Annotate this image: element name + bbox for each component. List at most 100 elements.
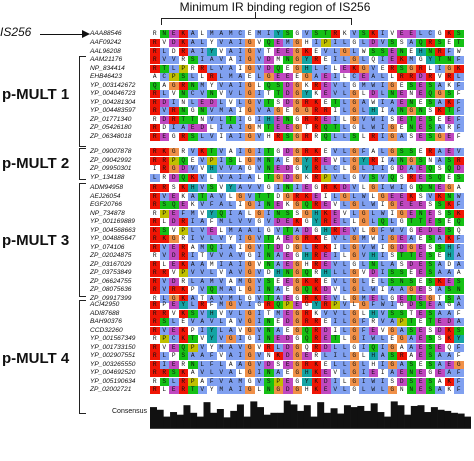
residue: E	[314, 47, 319, 55]
residue: S	[425, 335, 435, 343]
consensus-bar	[150, 407, 157, 428]
residue: E	[283, 277, 293, 286]
residue: A	[235, 184, 245, 192]
residue: V	[257, 39, 262, 46]
residue: L	[188, 226, 198, 235]
residue: P	[178, 64, 188, 73]
residue: L	[207, 269, 217, 277]
residue: R	[302, 148, 312, 156]
residue: N	[409, 90, 414, 97]
residue: V	[330, 235, 340, 243]
residue: R	[435, 47, 445, 56]
residue: L	[254, 226, 264, 235]
residue: A	[235, 226, 245, 235]
residue: M	[226, 294, 236, 303]
residue: A	[292, 226, 302, 235]
residue: G	[245, 269, 255, 277]
residue: G	[295, 30, 300, 37]
residue: T	[264, 192, 274, 201]
residue: M	[216, 107, 226, 115]
residue: N	[178, 107, 188, 115]
residue: S	[378, 47, 388, 56]
residue: C	[349, 73, 359, 81]
residue: I	[359, 377, 369, 386]
residue: L	[200, 73, 205, 80]
residue: R	[311, 107, 321, 115]
residue: E	[302, 352, 312, 360]
residue: L	[238, 369, 243, 376]
residue: D	[178, 165, 188, 173]
residue: D	[321, 377, 331, 386]
residue: E	[416, 326, 426, 335]
residue: L	[188, 73, 198, 81]
residue: G	[352, 343, 357, 351]
residue: F	[207, 352, 217, 360]
residue: A	[435, 148, 445, 156]
residue: N	[264, 252, 274, 260]
residue: L	[162, 260, 167, 268]
residue: H	[207, 165, 217, 173]
residue: K	[178, 309, 188, 318]
residue: L	[159, 352, 169, 360]
residue: L	[340, 243, 350, 252]
accession-label: YP_001567349	[90, 335, 136, 342]
consensus-bar	[216, 409, 224, 428]
residue: T	[330, 98, 340, 107]
residue: R	[152, 30, 157, 37]
residue: I	[359, 335, 369, 343]
residue: G	[349, 115, 359, 124]
consensus-bar	[223, 417, 231, 428]
residue: L	[247, 209, 252, 217]
residue: P	[188, 343, 198, 352]
residue: L	[342, 73, 347, 80]
residue: S	[406, 326, 416, 335]
residue: S	[295, 209, 300, 217]
residue: R	[159, 156, 169, 165]
residue: I	[273, 184, 283, 192]
residue: G	[292, 326, 302, 335]
residue: G	[292, 269, 302, 277]
residue: R	[150, 132, 160, 141]
residue: E	[276, 318, 281, 325]
residue: G	[292, 277, 302, 286]
residue: I	[238, 201, 243, 208]
consensus-bar	[310, 416, 318, 428]
residue: V	[216, 277, 226, 286]
residue: A	[188, 352, 198, 360]
residue: L	[378, 260, 388, 269]
residue: N	[264, 318, 274, 326]
residue: L	[340, 56, 350, 64]
residue: V	[216, 369, 226, 377]
residue: K	[178, 286, 188, 294]
residue: G	[295, 115, 300, 123]
residue: S	[444, 156, 454, 165]
residue: G	[352, 260, 357, 268]
residue: R	[321, 107, 331, 115]
residue: L	[361, 90, 366, 97]
residue: V	[342, 209, 347, 217]
residue: R	[330, 226, 340, 235]
residue: K	[311, 98, 321, 107]
residue: G	[245, 318, 255, 326]
residue: K	[159, 148, 169, 156]
residue: L	[235, 90, 245, 98]
residue: K	[190, 201, 195, 208]
residue: R	[150, 369, 160, 377]
residue: A	[437, 377, 442, 385]
residue: V	[254, 243, 264, 252]
accession-label: ZP_05426180	[90, 124, 132, 131]
residue: I	[333, 107, 338, 114]
residue: I	[235, 386, 245, 394]
residue: N	[444, 192, 454, 201]
residue: V	[254, 326, 264, 335]
residue: K	[304, 81, 309, 89]
residue: D	[283, 90, 293, 98]
residue: I	[380, 286, 385, 293]
residue: F	[454, 81, 464, 90]
residue: E	[283, 252, 293, 260]
residue: E	[169, 209, 179, 218]
residue: V	[361, 269, 366, 276]
